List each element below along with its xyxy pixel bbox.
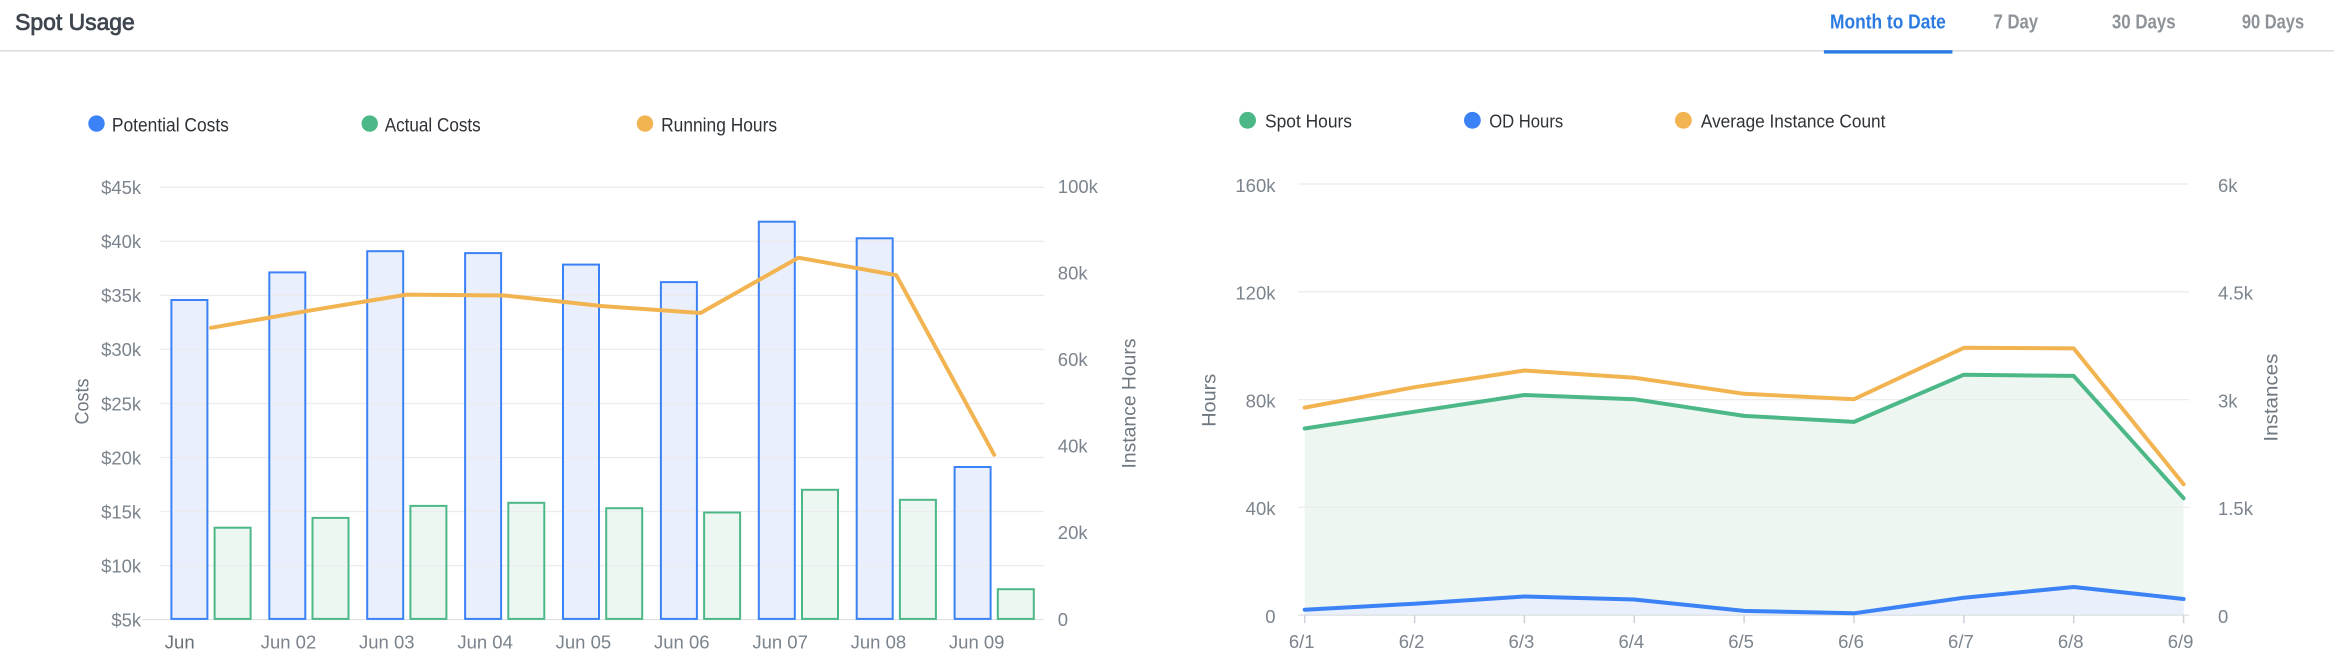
svg-text:Potential Costs: Potential Costs <box>112 116 229 137</box>
svg-text:Actual Costs: Actual Costs <box>385 116 481 137</box>
svg-text:Jun 02: Jun 02 <box>261 631 317 652</box>
svg-text:30 Days: 30 Days <box>2112 12 2176 34</box>
svg-text:OD Hours: OD Hours <box>1489 111 1563 132</box>
svg-text:Hours: Hours <box>1200 374 1221 427</box>
svg-text:6k: 6k <box>2218 175 2238 196</box>
svg-text:100k: 100k <box>1058 176 1099 197</box>
svg-text:4.5k: 4.5k <box>2218 283 2254 304</box>
svg-text:80k: 80k <box>1058 262 1089 283</box>
svg-text:Jun 03: Jun 03 <box>359 631 415 652</box>
svg-text:1.5k: 1.5k <box>2218 498 2254 519</box>
svg-text:6/2: 6/2 <box>1399 631 1425 652</box>
svg-text:0: 0 <box>2218 606 2228 627</box>
svg-text:Jun 04: Jun 04 <box>457 631 513 652</box>
svg-text:80k: 80k <box>1246 390 1277 411</box>
svg-text:Instances: Instances <box>2262 354 2283 442</box>
svg-text:6/3: 6/3 <box>1509 631 1535 652</box>
svg-text:40k: 40k <box>1058 436 1089 457</box>
svg-text:6/9: 6/9 <box>2168 631 2194 652</box>
svg-text:Jun 05: Jun 05 <box>556 631 612 652</box>
svg-text:Jun 08: Jun 08 <box>851 631 907 652</box>
svg-text:0: 0 <box>1265 606 1275 627</box>
svg-text:$40k: $40k <box>101 231 142 252</box>
svg-text:6/4: 6/4 <box>1618 631 1644 652</box>
svg-text:6/7: 6/7 <box>1948 631 1974 652</box>
svg-text:7 Day: 7 Day <box>1994 12 2039 34</box>
svg-text:Costs: Costs <box>73 379 94 425</box>
svg-text:$15k: $15k <box>101 501 142 522</box>
svg-text:Jun 06: Jun 06 <box>654 631 710 652</box>
svg-text:Spot Hours: Spot Hours <box>1265 111 1352 132</box>
svg-text:6/1: 6/1 <box>1289 631 1315 652</box>
svg-text:6/5: 6/5 <box>1728 631 1754 652</box>
svg-text:160k: 160k <box>1235 175 1276 196</box>
svg-text:0: 0 <box>1058 609 1068 630</box>
svg-text:Jun: Jun <box>165 631 195 652</box>
svg-text:$45k: $45k <box>101 177 142 198</box>
svg-text:Running Hours: Running Hours <box>661 116 777 137</box>
svg-text:Jun 09: Jun 09 <box>949 631 1005 652</box>
svg-text:40k: 40k <box>1246 498 1277 519</box>
svg-text:60k: 60k <box>1058 349 1089 370</box>
svg-text:Average Instance Count: Average Instance Count <box>1701 111 1886 132</box>
svg-text:$35k: $35k <box>101 285 142 306</box>
svg-text:Spot Usage: Spot Usage <box>15 9 135 35</box>
svg-text:Month to Date: Month to Date <box>1830 12 1946 34</box>
svg-text:Instance Hours: Instance Hours <box>1120 339 1141 469</box>
svg-text:20k: 20k <box>1058 522 1089 543</box>
svg-text:90 Days: 90 Days <box>2242 12 2304 34</box>
svg-text:$30k: $30k <box>101 339 142 360</box>
svg-text:$20k: $20k <box>101 447 142 468</box>
svg-text:$5k: $5k <box>111 609 142 630</box>
svg-text:120k: 120k <box>1235 283 1276 304</box>
svg-text:3k: 3k <box>2218 390 2238 411</box>
svg-text:6/6: 6/6 <box>1838 631 1864 652</box>
svg-text:6/8: 6/8 <box>2058 631 2084 652</box>
svg-text:Jun 07: Jun 07 <box>752 631 808 652</box>
svg-text:$10k: $10k <box>101 555 142 576</box>
svg-text:$25k: $25k <box>101 393 142 414</box>
